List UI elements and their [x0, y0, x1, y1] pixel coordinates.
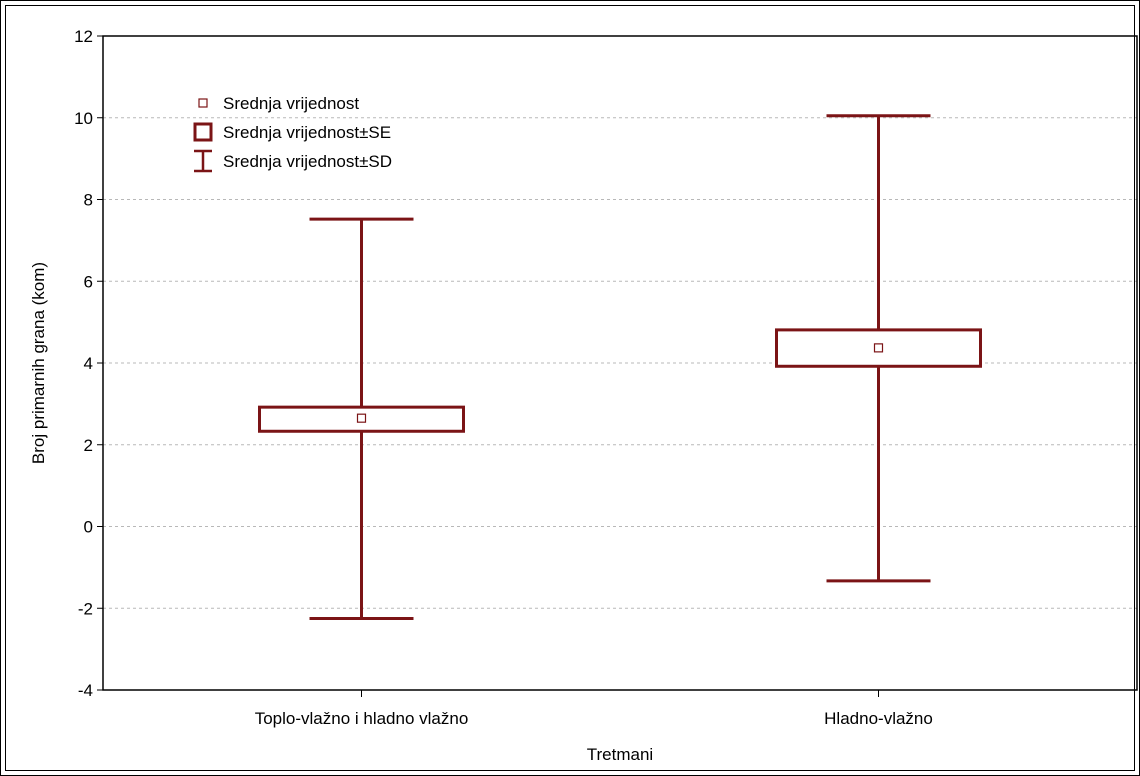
legend-label: Srednja vrijednost±SD: [223, 152, 392, 171]
y-tick-label: 8: [84, 191, 93, 210]
y-tick-label: 12: [74, 27, 93, 46]
x-tick-label: Hladno-vlažno: [824, 709, 933, 728]
y-tick-label: 2: [84, 436, 93, 455]
mean-marker: [356, 413, 367, 423]
gridlines: [103, 117, 1137, 609]
y-tick-label: -4: [78, 681, 93, 700]
y-tick-label: 4: [84, 354, 93, 373]
legend-se-box: [193, 122, 213, 142]
y-tick-label: 10: [74, 109, 93, 128]
x-tick-label: Toplo-vlažno i hladno vlažno: [255, 709, 469, 728]
y-tick-label: -2: [78, 599, 93, 618]
legend: Srednja vrijednost Srednja vrijednost±SE S…: [193, 94, 392, 173]
x-axis-title: Tretmani: [587, 745, 653, 764]
mean-marker: [873, 343, 884, 353]
data-marks: [258, 114, 982, 620]
box-group: [258, 217, 465, 620]
y-tick-label: 0: [84, 518, 93, 537]
x-axis: Toplo-vlažno i hladno vlažno Hladno-vlažn…: [255, 690, 933, 728]
box-group: [775, 114, 982, 583]
legend-label: Srednja vrijednost±SE: [223, 123, 391, 142]
y-axis-title: Broj primarnih grana (kom): [29, 262, 48, 464]
y-tick-label: 6: [84, 272, 93, 291]
y-axis: -4 -2 0 2 4 6 8 10 12: [74, 27, 103, 700]
legend-label: Srednja vrijednost: [223, 94, 359, 113]
inner-frame: [5, 5, 1135, 771]
legend-mean-marker: [198, 98, 208, 108]
